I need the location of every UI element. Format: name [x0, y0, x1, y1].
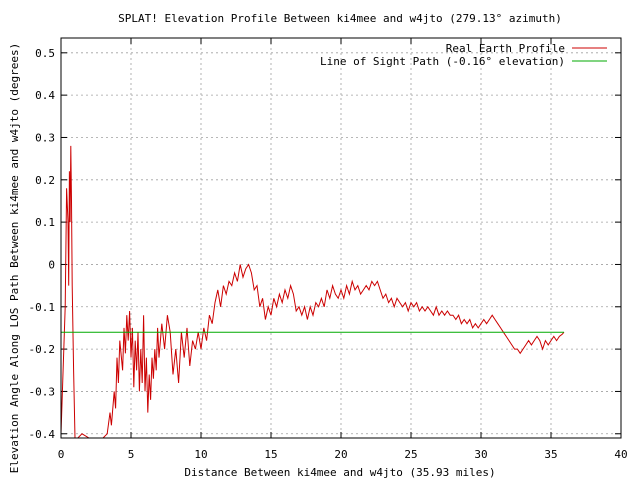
- y-tick-label: 0.2: [35, 174, 55, 187]
- axis-ticks: 0 5 10 15 20 25 30 35 40 -0.4 -0.3 -0.2 -0.1 0 0.1 0.2 0…: [29, 38, 628, 461]
- grid-lines: [61, 38, 621, 438]
- y-tick-label: 0: [48, 258, 55, 271]
- y-tick-label: 0.1: [35, 216, 55, 229]
- legend-label: Real Earth Profile: [446, 42, 565, 55]
- real-earth-profile-line: [61, 145, 565, 438]
- y-tick-label: 0.5: [35, 47, 55, 60]
- x-tick-label: 5: [128, 448, 135, 461]
- x-tick-label: 15: [264, 448, 277, 461]
- series-lines: [61, 145, 565, 438]
- x-tick-label: 0: [58, 448, 65, 461]
- y-tick-label: -0.4: [29, 428, 56, 441]
- plot-frame: [60, 37, 622, 439]
- x-tick-label: 40: [614, 448, 627, 461]
- x-axis-label: Distance Between ki4mee and w4jto (35.93…: [184, 466, 495, 479]
- legend-label: Line of Sight Path (-0.16° elevation): [320, 55, 565, 68]
- y-axis-label: Elevation Angle Along LOS Path Between k…: [8, 43, 21, 473]
- y-tick-label: -0.2: [29, 343, 56, 356]
- x-tick-label: 35: [544, 448, 557, 461]
- x-tick-label: 30: [474, 448, 487, 461]
- y-tick-label: -0.1: [29, 301, 56, 314]
- x-tick-label: 25: [404, 448, 417, 461]
- x-tick-label: 10: [194, 448, 207, 461]
- x-tick-label: 20: [334, 448, 347, 461]
- y-tick-label: -0.3: [29, 385, 56, 398]
- y-tick-label: 0.3: [35, 131, 55, 144]
- chart-title: SPLAT! Elevation Profile Between ki4mee …: [118, 12, 562, 25]
- y-tick-label: 0.4: [35, 89, 55, 102]
